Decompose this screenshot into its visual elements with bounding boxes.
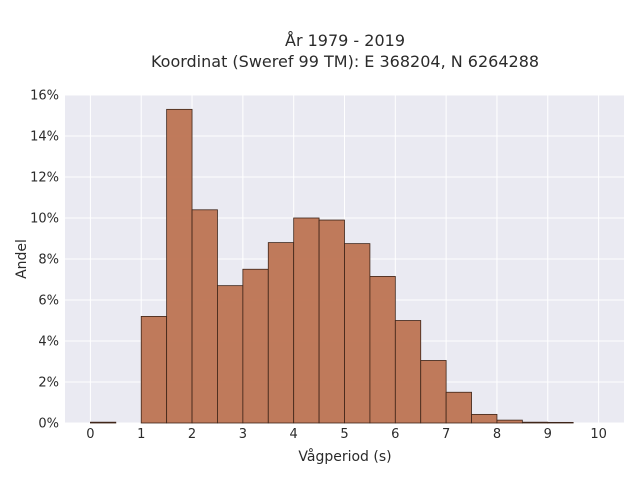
chart-title-line2: Koordinat (Sweref 99 TM): E 368204, N 62… <box>151 52 539 71</box>
histogram-bar <box>471 413 498 424</box>
chart-title-line1: År 1979 - 2019 <box>285 31 405 50</box>
x-tick-label: 6 <box>391 427 399 442</box>
y-tick-label: 10% <box>30 212 59 227</box>
y-tick-label: 16% <box>30 89 59 104</box>
y-tick-label: 14% <box>30 130 59 145</box>
y-tick-label: 4% <box>38 335 59 350</box>
x-tick-label: 5 <box>340 427 348 442</box>
y-tick-label: 8% <box>38 253 59 268</box>
x-tick-label: 1 <box>137 427 145 442</box>
histogram-bar <box>318 219 345 424</box>
histogram-bar <box>217 285 244 424</box>
x-tick-label: 3 <box>239 427 247 442</box>
x-tick-label: 0 <box>86 427 94 442</box>
histogram-bar <box>90 421 117 424</box>
bars <box>90 108 574 424</box>
histogram-bar <box>267 242 295 424</box>
histogram-bar <box>344 243 371 424</box>
y-tick-label: 12% <box>30 171 59 186</box>
x-tick-label: 10 <box>590 427 607 442</box>
y-tick-label: 2% <box>38 376 59 391</box>
histogram-bar <box>166 108 193 424</box>
x-tick-label: 9 <box>544 427 552 442</box>
x-tick-label: 7 <box>442 427 450 442</box>
histogram-bar <box>191 209 218 424</box>
y-tick-label: 0% <box>38 417 59 432</box>
histogram-bar <box>521 421 549 424</box>
histogram-bar <box>369 276 396 424</box>
histogram-bar <box>394 320 422 424</box>
histogram-bar <box>293 217 320 424</box>
histogram-bar <box>242 268 269 424</box>
x-tick-label: 2 <box>188 427 196 442</box>
histogram-bar <box>445 391 472 424</box>
histogram-bar <box>140 315 168 424</box>
x-axis-label: Vågperiod (s) <box>298 448 391 465</box>
histogram-bar <box>496 419 523 424</box>
histogram-bar <box>547 421 574 424</box>
histogram-bar <box>420 360 447 424</box>
y-tick-label: 6% <box>38 294 59 309</box>
x-axis-ticks: 0 1 2 3 4 5 6 7 8 9 10 <box>86 427 607 442</box>
x-tick-label: 4 <box>290 427 298 442</box>
y-axis-label: Andel <box>14 239 30 279</box>
x-tick-label: 8 <box>493 427 501 442</box>
y-axis-ticks: 0% 2% 4% 6% 8% 10% 12% 14% 16% <box>30 89 59 432</box>
